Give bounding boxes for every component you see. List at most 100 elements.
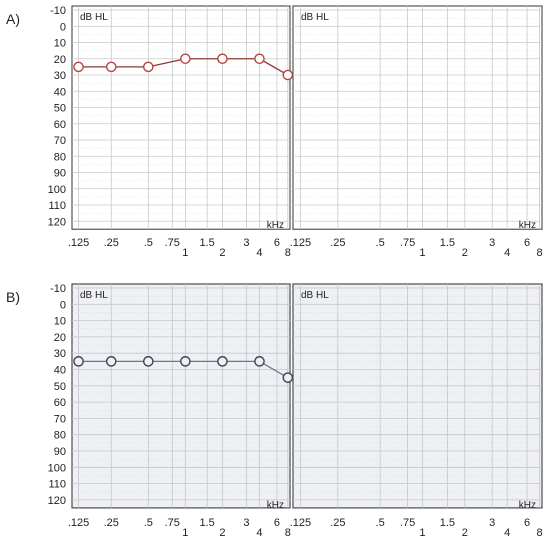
y-tick-label: 20 <box>54 332 66 344</box>
y-tick-label: 60 <box>54 397 66 409</box>
x-tick-label: .125 <box>68 237 89 249</box>
x-tick-label: 1.5 <box>440 517 455 529</box>
y-tick-label: 40 <box>54 365 66 377</box>
threshold-marker <box>105 61 117 73</box>
x-tick-label: 8 <box>536 247 542 259</box>
x-tick-label: .75 <box>400 517 415 529</box>
x-tick-label: .75 <box>400 237 415 249</box>
threshold-marker <box>217 53 228 65</box>
x-tick-label: .75 <box>165 237 180 249</box>
audiogram-panel-a: A) -10 0 10 20 30 40 50 60 70 80 90 100 110 120 dB HL kH… <box>6 5 543 259</box>
x-tick-label: 4 <box>504 247 510 259</box>
x-tick-label: 1 <box>182 527 188 539</box>
x-tick-label: 8 <box>536 527 542 539</box>
x-tick-label: 1 <box>419 247 425 259</box>
x-tick-label: 2 <box>462 527 468 539</box>
x-tick-label: 2 <box>462 247 468 259</box>
audiogram-grid-frame <box>292 5 543 230</box>
x-tick-label: 1.5 <box>440 237 455 249</box>
x-axis-unit-label: kHz <box>267 220 284 231</box>
y-tick-label: 90 <box>54 168 66 180</box>
x-tick-label: 3 <box>243 237 249 249</box>
threshold-marker <box>282 372 294 383</box>
y-tick-label: 50 <box>54 103 66 115</box>
x-axis-unit-label: kHz <box>519 220 536 231</box>
y-tick-label: 30 <box>54 348 66 360</box>
y-axis-unit-label: dB HL <box>301 290 329 301</box>
x-tick-label: 1.5 <box>200 237 215 249</box>
threshold-marker <box>282 69 294 81</box>
x-tick-label: .5 <box>144 517 153 529</box>
y-tick-label: -10 <box>50 5 66 17</box>
y-tick-label: 110 <box>48 200 66 212</box>
x-axis-unit-label: kHz <box>519 500 536 511</box>
y-axis-unit-label: dB HL <box>301 12 329 23</box>
audiogram-grid-frame <box>71 5 291 230</box>
x-tick-label: 4 <box>256 247 262 259</box>
x-tick-label: .125 <box>290 517 311 529</box>
x-tick-label: 6 <box>274 237 280 249</box>
y-tick-label: -10 <box>50 283 66 295</box>
x-tick-label: 2 <box>219 527 225 539</box>
y-tick-label: 80 <box>54 151 66 163</box>
y-tick-label: 40 <box>54 86 66 98</box>
x-tick-label: .5 <box>144 237 153 249</box>
x-tick-label: 3 <box>243 517 249 529</box>
y-tick-label: 10 <box>54 38 66 50</box>
threshold-marker <box>180 356 191 367</box>
x-tick-label: .25 <box>104 237 119 249</box>
y-axis-unit-label: dB HL <box>80 12 108 23</box>
x-tick-label: 6 <box>524 237 530 249</box>
y-tick-label: 80 <box>54 430 66 442</box>
x-tick-label: .25 <box>330 237 345 249</box>
panel-label: A) <box>6 11 20 27</box>
threshold-marker <box>180 53 191 65</box>
threshold-marker <box>73 356 84 367</box>
y-axis-unit-label: dB HL <box>80 290 108 301</box>
threshold-marker <box>142 61 154 73</box>
x-tick-label: 8 <box>285 527 291 539</box>
x-tick-label: 6 <box>524 517 530 529</box>
y-tick-label: 70 <box>54 135 66 147</box>
y-tick-label: 20 <box>54 54 66 66</box>
y-tick-label: 100 <box>48 184 66 196</box>
y-tick-label: 0 <box>60 21 66 33</box>
x-tick-label: 1 <box>419 527 425 539</box>
threshold-marker <box>254 53 265 65</box>
threshold-marker <box>254 356 265 367</box>
x-tick-label: 3 <box>489 237 495 249</box>
y-tick-label: 120 <box>48 216 66 228</box>
x-tick-label: .25 <box>330 517 345 529</box>
y-tick-label: 70 <box>54 413 66 425</box>
x-tick-label: .125 <box>290 237 311 249</box>
y-tick-label: 10 <box>54 316 66 328</box>
audiogram-grid-frame <box>71 283 291 509</box>
x-tick-label: .5 <box>376 517 385 529</box>
panel-label: B) <box>6 289 20 305</box>
y-tick-label: 110 <box>48 479 66 491</box>
x-tick-label: .5 <box>376 237 385 249</box>
threshold-marker <box>105 356 117 367</box>
x-tick-label: 4 <box>504 527 510 539</box>
x-axis-unit-label: kHz <box>267 500 284 511</box>
x-tick-label: 6 <box>274 517 280 529</box>
y-tick-label: 50 <box>54 381 66 393</box>
x-tick-label: 3 <box>489 517 495 529</box>
threshold-marker <box>217 356 228 367</box>
x-tick-label: .125 <box>68 517 89 529</box>
x-tick-label: 1.5 <box>200 517 215 529</box>
x-tick-label: 4 <box>256 527 262 539</box>
x-tick-label: .25 <box>104 517 119 529</box>
audiogram-panel-b: B) -10 0 10 20 30 40 50 60 70 80 90 100 110 120 dB HL kH… <box>6 283 543 539</box>
y-tick-label: 0 <box>60 299 66 311</box>
y-tick-label: 60 <box>54 119 66 131</box>
y-tick-label: 100 <box>48 462 66 474</box>
threshold-marker <box>142 356 154 367</box>
y-tick-label: 90 <box>54 446 66 458</box>
x-tick-label: 8 <box>285 247 291 259</box>
x-tick-label: .75 <box>165 517 180 529</box>
threshold-marker <box>73 61 84 73</box>
x-tick-label: 1 <box>182 247 188 259</box>
audiogram-grid-frame <box>292 283 543 509</box>
